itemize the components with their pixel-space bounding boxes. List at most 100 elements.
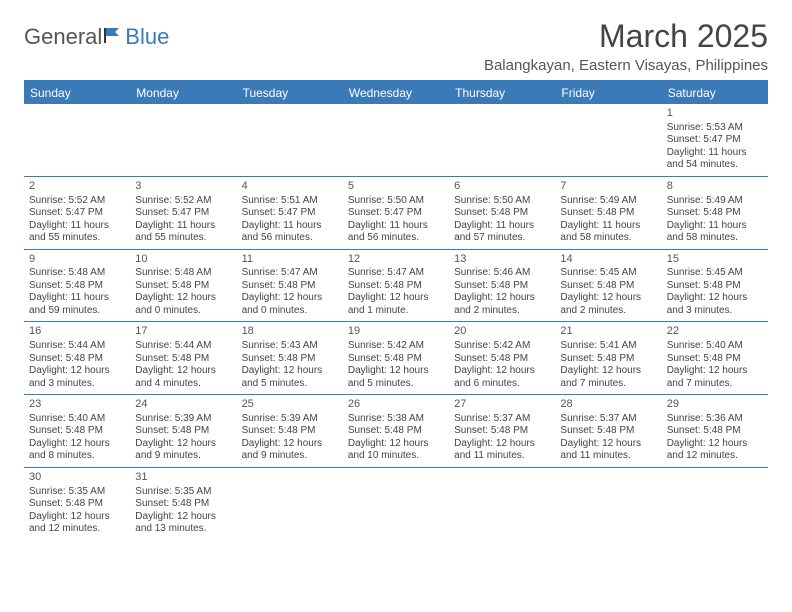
day-dl2: and 11 minutes. [454, 450, 550, 463]
day-cell: 9Sunrise: 5:48 AMSunset: 5:48 PMDaylight… [24, 250, 130, 323]
day-dl1: Daylight: 12 hours [29, 511, 125, 524]
day-dl2: and 7 minutes. [667, 378, 763, 391]
day-sunrise: Sunrise: 5:52 AM [135, 195, 231, 208]
day-cell: 23Sunrise: 5:40 AMSunset: 5:48 PMDayligh… [24, 395, 130, 468]
month-title: March 2025 [484, 18, 768, 55]
day-cell: 13Sunrise: 5:46 AMSunset: 5:48 PMDayligh… [449, 250, 555, 323]
day-cell: 1Sunrise: 5:53 AMSunset: 5:47 PMDaylight… [662, 104, 768, 177]
day-dl2: and 8 minutes. [29, 450, 125, 463]
day-cell: 30Sunrise: 5:35 AMSunset: 5:48 PMDayligh… [24, 468, 130, 540]
day-cell [662, 468, 768, 540]
title-block: March 2025 Balangkayan, Eastern Visayas,… [484, 18, 768, 74]
day-number: 26 [348, 398, 444, 412]
day-sunset: Sunset: 5:48 PM [348, 280, 444, 293]
day-dl2: and 11 minutes. [560, 450, 656, 463]
day-number: 4 [242, 180, 338, 194]
day-dl2: and 12 minutes. [667, 450, 763, 463]
day-dl2: and 9 minutes. [242, 450, 338, 463]
day-cell: 14Sunrise: 5:45 AMSunset: 5:48 PMDayligh… [555, 250, 661, 323]
day-dl1: Daylight: 12 hours [667, 438, 763, 451]
weekday-thursday: Thursday [449, 82, 555, 104]
day-dl2: and 5 minutes. [348, 378, 444, 391]
day-sunset: Sunset: 5:48 PM [348, 425, 444, 438]
day-dl1: Daylight: 11 hours [667, 220, 763, 233]
flag-icon [103, 24, 123, 50]
day-sunset: Sunset: 5:48 PM [135, 353, 231, 366]
day-sunrise: Sunrise: 5:44 AM [29, 340, 125, 353]
day-number: 11 [242, 253, 338, 267]
day-cell [130, 104, 236, 177]
day-dl1: Daylight: 11 hours [348, 220, 444, 233]
day-dl1: Daylight: 12 hours [348, 292, 444, 305]
day-number: 25 [242, 398, 338, 412]
day-sunrise: Sunrise: 5:50 AM [454, 195, 550, 208]
day-cell: 5Sunrise: 5:50 AMSunset: 5:47 PMDaylight… [343, 177, 449, 250]
day-sunset: Sunset: 5:48 PM [454, 425, 550, 438]
day-number: 15 [667, 253, 763, 267]
day-dl1: Daylight: 12 hours [454, 438, 550, 451]
day-dl2: and 6 minutes. [454, 378, 550, 391]
day-sunset: Sunset: 5:48 PM [454, 353, 550, 366]
day-sunrise: Sunrise: 5:44 AM [135, 340, 231, 353]
location-subtitle: Balangkayan, Eastern Visayas, Philippine… [484, 57, 768, 74]
day-cell [555, 468, 661, 540]
day-cell [449, 104, 555, 177]
day-sunrise: Sunrise: 5:39 AM [135, 413, 231, 426]
logo-text-general: General [24, 24, 102, 50]
day-dl1: Daylight: 12 hours [560, 438, 656, 451]
day-sunset: Sunset: 5:48 PM [454, 280, 550, 293]
day-number: 24 [135, 398, 231, 412]
day-sunset: Sunset: 5:48 PM [667, 280, 763, 293]
day-sunrise: Sunrise: 5:46 AM [454, 267, 550, 280]
day-cell: 28Sunrise: 5:37 AMSunset: 5:48 PMDayligh… [555, 395, 661, 468]
day-sunset: Sunset: 5:48 PM [560, 353, 656, 366]
day-dl2: and 9 minutes. [135, 450, 231, 463]
day-sunset: Sunset: 5:48 PM [348, 353, 444, 366]
day-number: 5 [348, 180, 444, 194]
day-sunrise: Sunrise: 5:45 AM [667, 267, 763, 280]
day-number: 22 [667, 325, 763, 339]
day-sunrise: Sunrise: 5:37 AM [560, 413, 656, 426]
day-sunset: Sunset: 5:48 PM [560, 207, 656, 220]
day-sunset: Sunset: 5:48 PM [29, 498, 125, 511]
day-cell: 22Sunrise: 5:40 AMSunset: 5:48 PMDayligh… [662, 322, 768, 395]
day-dl1: Daylight: 12 hours [29, 438, 125, 451]
calendar-grid: 1Sunrise: 5:53 AMSunset: 5:47 PMDaylight… [24, 104, 768, 540]
weekday-wednesday: Wednesday [343, 82, 449, 104]
day-dl1: Daylight: 11 hours [29, 292, 125, 305]
day-number: 30 [29, 471, 125, 485]
day-number: 13 [454, 253, 550, 267]
day-cell: 7Sunrise: 5:49 AMSunset: 5:48 PMDaylight… [555, 177, 661, 250]
day-dl1: Daylight: 11 hours [454, 220, 550, 233]
day-dl1: Daylight: 12 hours [242, 365, 338, 378]
day-dl2: and 0 minutes. [135, 305, 231, 318]
day-dl1: Daylight: 12 hours [560, 292, 656, 305]
day-number: 16 [29, 325, 125, 339]
day-sunrise: Sunrise: 5:50 AM [348, 195, 444, 208]
day-dl1: Daylight: 12 hours [560, 365, 656, 378]
day-number: 1 [667, 107, 763, 121]
day-dl2: and 4 minutes. [135, 378, 231, 391]
day-cell [24, 104, 130, 177]
day-sunset: Sunset: 5:48 PM [667, 353, 763, 366]
day-number: 28 [560, 398, 656, 412]
day-sunrise: Sunrise: 5:37 AM [454, 413, 550, 426]
day-sunset: Sunset: 5:48 PM [242, 280, 338, 293]
weekday-header-row: Sunday Monday Tuesday Wednesday Thursday… [24, 82, 768, 104]
weekday-saturday: Saturday [662, 82, 768, 104]
day-number: 2 [29, 180, 125, 194]
day-dl1: Daylight: 12 hours [454, 292, 550, 305]
day-sunrise: Sunrise: 5:38 AM [348, 413, 444, 426]
header: General Blue March 2025 Balangkayan, Eas… [24, 18, 768, 74]
day-cell: 2Sunrise: 5:52 AMSunset: 5:47 PMDaylight… [24, 177, 130, 250]
day-cell: 10Sunrise: 5:48 AMSunset: 5:48 PMDayligh… [130, 250, 236, 323]
day-number: 17 [135, 325, 231, 339]
day-cell: 18Sunrise: 5:43 AMSunset: 5:48 PMDayligh… [237, 322, 343, 395]
day-sunrise: Sunrise: 5:40 AM [667, 340, 763, 353]
day-cell [449, 468, 555, 540]
day-number: 12 [348, 253, 444, 267]
day-cell [343, 468, 449, 540]
day-sunrise: Sunrise: 5:42 AM [348, 340, 444, 353]
day-dl2: and 13 minutes. [135, 523, 231, 536]
day-dl2: and 3 minutes. [29, 378, 125, 391]
